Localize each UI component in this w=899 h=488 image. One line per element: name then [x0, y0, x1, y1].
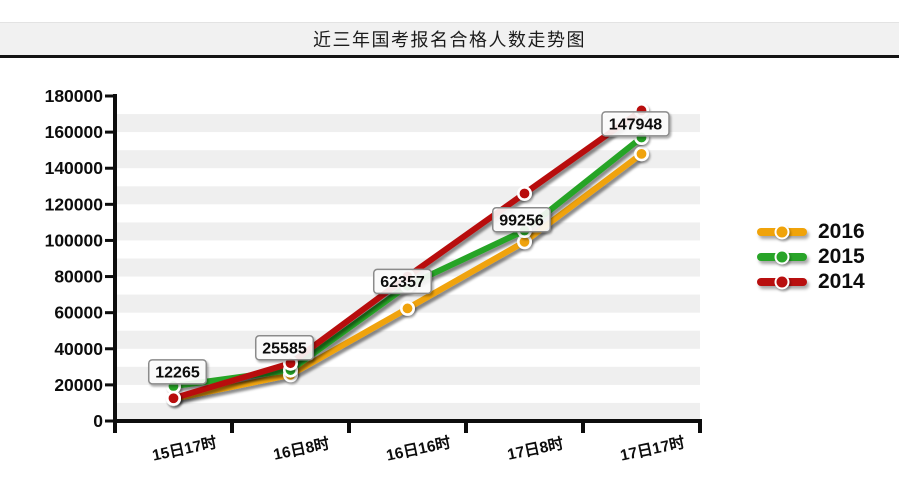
legend-line-swatch: [757, 249, 807, 264]
y-tick-label: 180000: [45, 86, 104, 106]
y-axis: [113, 94, 117, 423]
chart-title: 近三年国考报名合格人数走势图: [313, 30, 586, 50]
y-tick: [105, 383, 114, 387]
data-label-box: [492, 207, 551, 233]
legend-label: 2016: [818, 219, 865, 243]
y-tick: [105, 419, 114, 423]
data-label-callout: 62357: [373, 268, 432, 295]
data-point-2014-3: [516, 186, 532, 202]
plot-stripe: [117, 258, 700, 277]
legend-item-2015: 2015: [757, 244, 865, 269]
y-tick-label: 20000: [54, 375, 103, 395]
svg-text:17日17时: 17日17时: [619, 433, 687, 464]
x-tick: [698, 419, 702, 433]
y-tick-label: 120000: [45, 194, 104, 214]
data-label-box: [255, 335, 314, 361]
plot-stripe: [117, 150, 700, 169]
data-point-2014-0: [166, 390, 182, 406]
x-tick-label: 17日8时: [506, 434, 566, 464]
legend-item-2014: 2014: [757, 269, 865, 294]
y-tick: [105, 347, 114, 351]
data-label-callout: 99256: [492, 207, 551, 233]
y-tick-label: 60000: [54, 303, 103, 323]
data-label-text: 147948: [609, 116, 662, 133]
data-label-callout: 147948: [601, 111, 670, 137]
y-tick: [105, 130, 114, 134]
y-tick: [105, 238, 114, 242]
legend-label: 2015: [818, 244, 865, 268]
x-tick: [230, 419, 234, 433]
plot-area: 0 20000 40000 60000 80000 100000 120000 140000 1…: [45, 86, 702, 465]
y-tick: [105, 94, 114, 98]
y-tick-label: 40000: [54, 339, 103, 359]
x-tick: [464, 419, 468, 433]
chart-title-bar: 近三年国考报名合格人数走势图: [0, 22, 899, 58]
data-label-text: 99256: [499, 212, 544, 229]
y-tick-label: 80000: [54, 267, 103, 287]
y-tick-label: 160000: [45, 122, 104, 142]
data-point-2016-4: [633, 146, 649, 162]
plot-stripe: [117, 402, 700, 421]
legend-marker-icon: [774, 274, 790, 289]
data-label-callout: 25585: [255, 335, 314, 361]
svg-text:15日17时: 15日17时: [151, 433, 219, 464]
data-label-callout: 12265: [148, 359, 207, 385]
y-tick: [105, 202, 114, 206]
legend: 2016 2015 2014: [757, 219, 865, 294]
data-label-text: 12265: [155, 364, 200, 381]
y-tick: [105, 311, 114, 315]
legend-item-2016: 2016: [757, 219, 865, 244]
plot-stripe: [117, 330, 700, 349]
data-label-text: 25585: [262, 340, 307, 357]
x-tick-label: 16日16时: [385, 433, 453, 464]
svg-text:17日8时: 17日8时: [506, 434, 566, 464]
x-tick-label: 15日17时: [151, 433, 219, 464]
plot-stripe: [117, 222, 700, 241]
plot-stripe: [117, 114, 700, 133]
y-tick-label: 140000: [45, 158, 104, 178]
data-label-box: [148, 359, 207, 385]
x-tick-label: 16日8时: [272, 434, 332, 464]
legend-line-swatch: [757, 274, 807, 289]
data-label-text: 62357: [380, 274, 425, 291]
plot-stripe: [117, 186, 700, 205]
legend-line-swatch: [757, 224, 807, 239]
svg-text:16日16时: 16日16时: [385, 433, 453, 464]
svg-text:16日8时: 16日8时: [272, 434, 332, 464]
legend-marker-icon: [774, 249, 790, 264]
y-tick-label: 0: [93, 411, 103, 431]
y-tick: [105, 166, 114, 170]
y-tick: [105, 275, 114, 279]
y-tick-label: 100000: [45, 230, 104, 250]
x-tick: [113, 419, 117, 433]
data-label-box: [373, 268, 432, 295]
x-tick: [347, 419, 351, 433]
x-axis: [113, 419, 702, 423]
legend-label: 2014: [818, 269, 865, 293]
x-tick-label: 17日17时: [619, 433, 687, 464]
data-label-box: [601, 111, 670, 137]
data-point-2016-2: [399, 300, 415, 316]
legend-marker-icon: [774, 224, 790, 239]
x-tick: [581, 419, 585, 433]
